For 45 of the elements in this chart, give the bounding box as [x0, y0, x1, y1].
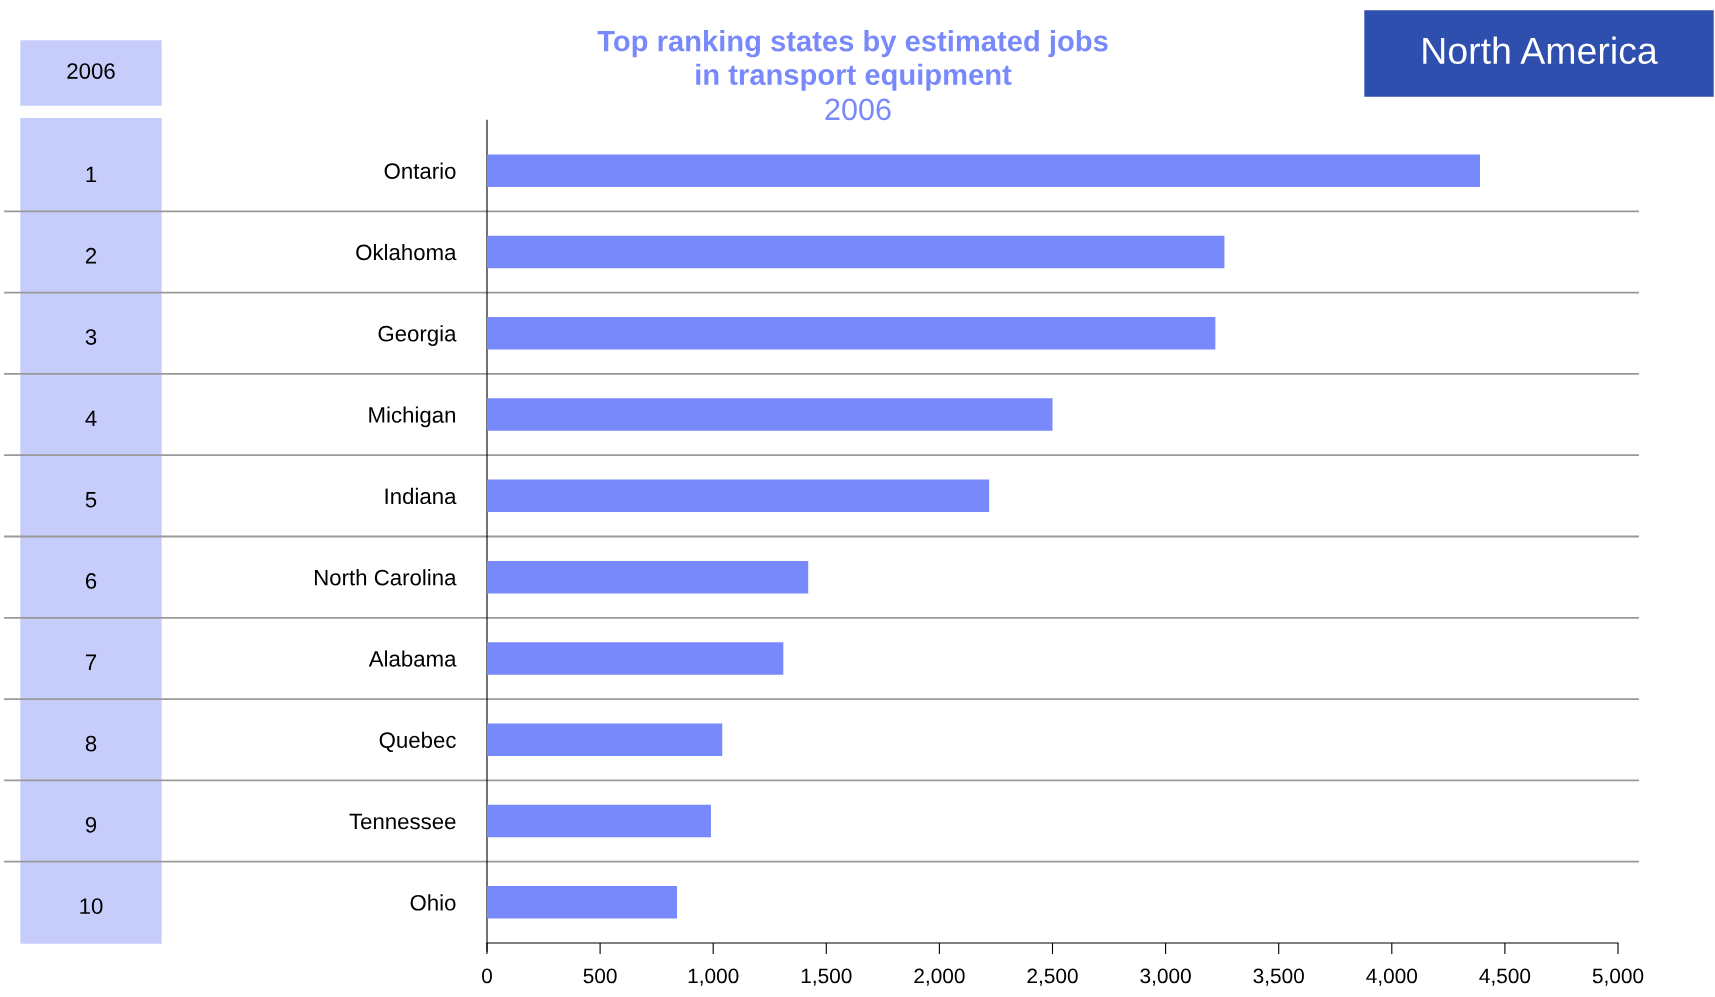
- x-tick-label: 1,500: [801, 968, 852, 986]
- text: 4: [85, 410, 97, 426]
- bar: [487, 479, 990, 513]
- text: 1: [86, 166, 97, 183]
- text: 8: [85, 735, 97, 752]
- x-tick-label: 500: [583, 968, 617, 984]
- y-tick-label: Georgia: [378, 325, 457, 346]
- bar: [487, 560, 809, 594]
- chart-title: Top ranking states by estimated jobs in transport equipment: [597, 30, 1108, 91]
- text: 10: [80, 898, 103, 915]
- y-tick-label: Tennessee: [349, 813, 456, 830]
- y-tick-label: Ohio: [410, 894, 456, 911]
- y-tick-label: Alabama: [368, 650, 457, 667]
- x-tick-label: 1,000: [688, 968, 739, 986]
- y-tick-label: Ontario: [384, 162, 456, 179]
- bar: [487, 235, 1225, 269]
- x-tick-label: 3,500: [1253, 968, 1304, 986]
- bar: [487, 886, 678, 919]
- x-tick-label: 2,000: [914, 968, 965, 986]
- bar: [487, 154, 1481, 187]
- text: 3: [85, 329, 97, 345]
- bar: [487, 642, 784, 675]
- x-tick-label: 3,000: [1140, 968, 1191, 986]
- x-tick-label: 4,000: [1366, 968, 1418, 986]
- text: 9: [85, 816, 97, 833]
- bar: [487, 398, 1053, 431]
- chart-subtitle: 2006: [825, 98, 891, 121]
- x-tick-label: 4,500: [1479, 968, 1531, 986]
- text: North America: [1423, 36, 1658, 65]
- text: 7: [85, 654, 97, 670]
- bar: [487, 723, 723, 757]
- x-tick-label: 0: [482, 968, 492, 984]
- y-tick-label: Indiana: [385, 487, 457, 505]
- text: 5: [85, 492, 97, 508]
- y-tick-label: Michigan: [369, 406, 456, 428]
- x-tick-label: 2,500: [1027, 968, 1078, 986]
- bar: [487, 804, 711, 838]
- text: 2006: [67, 63, 115, 79]
- y-tick-label: North Carolina: [315, 569, 457, 586]
- text: 2: [85, 247, 97, 264]
- y-tick-label: Oklahoma: [356, 243, 457, 261]
- y-tick-label: Quebec: [379, 731, 456, 752]
- bar: [487, 316, 1216, 350]
- text: 6: [85, 573, 97, 589]
- x-tick-label: 5,000: [1592, 968, 1644, 986]
